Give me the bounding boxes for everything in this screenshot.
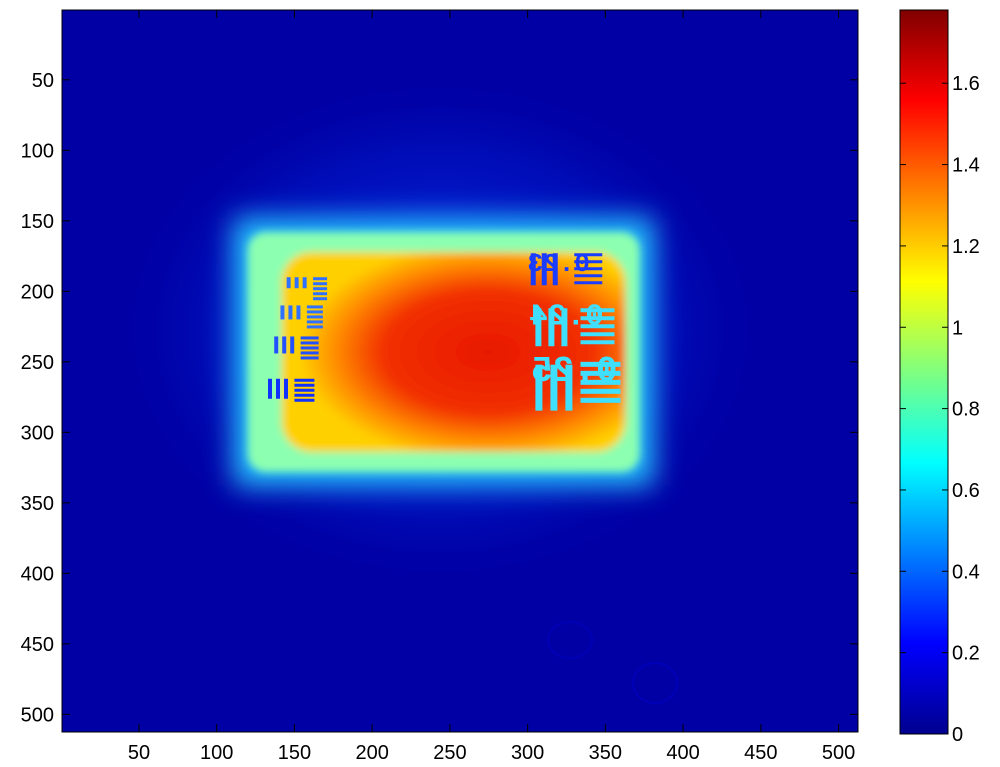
- target-bar: [580, 379, 621, 385]
- dust-ring: [547, 621, 593, 659]
- y-tick-label: 100: [21, 140, 54, 162]
- heatmap-image: 0.25 0.24 0.23: [62, 10, 858, 732]
- target-bar: [580, 324, 615, 329]
- target-label-0: 0.25: [531, 351, 617, 392]
- target-bar: [294, 383, 315, 387]
- target-bar: [306, 305, 323, 309]
- target-bar: [300, 351, 319, 355]
- target-bar: [561, 308, 568, 347]
- target-bar: [313, 277, 328, 281]
- colorbar-tick-label: 1.6: [952, 73, 980, 95]
- x-tick-label: 100: [200, 742, 233, 764]
- target-bar: [580, 370, 621, 376]
- target-bar: [296, 305, 301, 320]
- target-bar: [580, 361, 621, 367]
- target-bar: [306, 315, 323, 319]
- y-tick-label: 200: [21, 281, 54, 303]
- dust-ring: [632, 662, 678, 704]
- target-bar: [565, 364, 573, 411]
- target-bar: [580, 397, 621, 403]
- target-bar: [313, 282, 328, 286]
- target-label-1: 0.24: [529, 299, 603, 334]
- target-bar: [548, 308, 555, 347]
- target-bar: [313, 287, 328, 291]
- target-bar: [574, 281, 603, 285]
- target-bar: [530, 253, 536, 286]
- colorbar: [899, 9, 949, 735]
- target-bar: [580, 340, 615, 345]
- y-tick-label: 250: [21, 352, 54, 374]
- target-bar: [550, 364, 558, 411]
- target-bar: [294, 393, 315, 397]
- y-tick-label: 150: [21, 211, 54, 233]
- resolution-target-labels: 0.25 0.24 0.23: [528, 249, 618, 392]
- y-tick-label: 350: [21, 493, 54, 515]
- target-bar: [535, 364, 543, 411]
- x-tick-label: 150: [278, 742, 311, 764]
- plot-area-frame: [61, 9, 859, 733]
- y-tick-label: 300: [21, 422, 54, 444]
- target-bar: [280, 305, 285, 320]
- y-axis: 50 100 150 200 250 300 350 400 450 500: [21, 70, 858, 726]
- target-bar: [300, 336, 319, 340]
- y-tick-label: 50: [32, 70, 54, 92]
- target-bar: [306, 310, 323, 314]
- target-bar: [290, 336, 295, 354]
- resolution-target-bars: [267, 253, 621, 411]
- target-bar: [294, 388, 315, 392]
- target-bar: [294, 277, 299, 289]
- colorbar-tick-label: 0.2: [952, 643, 980, 665]
- x-tick-label: 300: [511, 742, 544, 764]
- x-tick-label: 450: [744, 742, 777, 764]
- x-axis: 50 100 150 200 250 300 350 400 450 500: [128, 10, 855, 764]
- colorbar-axis: 0 0.2 0.4 0.6 0.8 1 1.2 1.4 1.6: [900, 73, 980, 746]
- target-bar: [294, 378, 315, 382]
- colorbar-tick-label: 0.8: [952, 399, 980, 421]
- target-bar: [306, 325, 323, 329]
- colorbar-tick-label: 0.6: [952, 480, 980, 502]
- target-bar: [275, 378, 280, 399]
- target-bar: [580, 308, 615, 313]
- colorbar-tick-label: 1.4: [952, 155, 980, 177]
- y-tick-label: 400: [21, 563, 54, 585]
- target-bar: [300, 346, 319, 350]
- target-bar: [574, 267, 603, 271]
- target-label-2: 0.23: [528, 249, 590, 279]
- target-bar: [294, 398, 315, 402]
- colorbar-tick-label: 0: [952, 724, 963, 746]
- x-tick-label: 500: [822, 742, 855, 764]
- target-bar: [300, 341, 319, 345]
- target-bar: [574, 274, 603, 278]
- target-bar: [535, 308, 542, 347]
- x-tick-label: 250: [433, 742, 466, 764]
- x-tick-label: 350: [589, 742, 622, 764]
- target-bar: [267, 378, 272, 399]
- target-bar: [574, 253, 603, 257]
- target-bar: [300, 356, 319, 360]
- target-bar: [580, 332, 615, 337]
- target-bar: [302, 277, 307, 289]
- y-tick-label: 500: [21, 704, 54, 726]
- target-bar: [274, 336, 279, 354]
- x-tick-label: 400: [666, 742, 699, 764]
- x-tick-label: 200: [355, 742, 388, 764]
- target-bar: [580, 388, 621, 394]
- target-bar: [283, 378, 288, 399]
- target-bar: [313, 297, 328, 301]
- target-bar: [574, 260, 603, 264]
- colorbar-tick-label: 0.4: [952, 561, 980, 583]
- target-bar: [286, 277, 291, 289]
- colorbar-tick-label: 1: [952, 317, 963, 339]
- colorbar-tick-label: 1.2: [952, 236, 980, 258]
- y-tick-label: 450: [21, 634, 54, 656]
- target-bar: [282, 336, 287, 354]
- target-bar: [541, 253, 547, 286]
- target-bar: [552, 253, 558, 286]
- x-tick-label: 50: [128, 742, 150, 764]
- target-bar: [580, 316, 615, 321]
- target-bar: [306, 320, 323, 324]
- target-bar: [288, 305, 293, 320]
- target-bar: [313, 292, 328, 296]
